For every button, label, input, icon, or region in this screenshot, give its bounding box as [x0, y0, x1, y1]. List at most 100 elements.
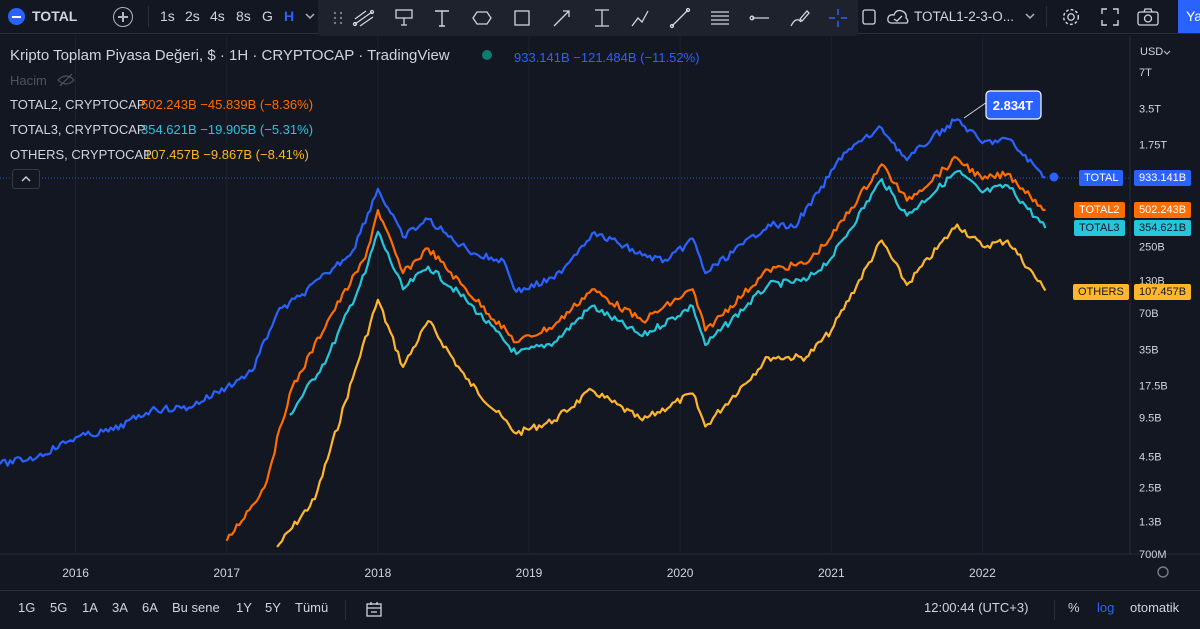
- range-6a[interactable]: 6A: [142, 600, 158, 615]
- toolbar-divider: [148, 6, 149, 27]
- time-scale-label: 2022: [969, 566, 996, 580]
- time-scale-label: 2017: [213, 566, 240, 580]
- legend-collapse-button[interactable]: [12, 169, 40, 189]
- legend-total3-values: 354.621B −19.905B (−5.31%): [141, 122, 314, 137]
- currency-label[interactable]: USD: [1140, 46, 1164, 58]
- series-line-total2[interactable]: [225, 155, 1046, 542]
- gear-settings[interactable]: [1157, 566, 1169, 578]
- fib-levels-icon[interactable]: [708, 6, 732, 30]
- chevron-down-icon[interactable]: [1163, 50, 1171, 56]
- price-scale[interactable]: 7T3.5T1.75T250B130B70B35B17.5B9.5B4.5B2.…: [1139, 67, 1168, 561]
- pitchfork-icon[interactable]: [352, 6, 376, 30]
- forecast-icon[interactable]: [628, 6, 652, 30]
- peak-callout-value: 2.834T: [993, 98, 1034, 113]
- compare-add-icon[interactable]: [113, 7, 133, 27]
- price-tag-others-value: 107.457B: [1134, 284, 1192, 300]
- market-status-icon[interactable]: [482, 50, 492, 60]
- chevron-down-icon[interactable]: [305, 13, 315, 21]
- series-line-total3[interactable]: [289, 169, 1047, 416]
- price-scale-label: 9.5B: [1139, 413, 1162, 425]
- legend-total2-name: TOTAL2, CRYPTOCAP: [10, 97, 146, 112]
- volume-label: Hacim: [10, 73, 47, 88]
- legend-total3-name: TOTAL3, CRYPTOCAP: [10, 122, 146, 137]
- log-scale-toggle[interactable]: log: [1097, 600, 1115, 615]
- price-scale-label: 1.3B: [1139, 517, 1162, 529]
- peak-callout: 2.834T: [963, 90, 1042, 120]
- range-1a[interactable]: 1A: [82, 600, 98, 615]
- range-5y[interactable]: 5Y: [265, 600, 281, 615]
- price-tag-total3-name: TOTAL3: [1074, 220, 1125, 236]
- chevron-up-icon: [21, 176, 31, 182]
- legend-others-values: 107.457B −9.867B (−8.41%): [144, 147, 309, 162]
- trend-arrow-icon[interactable]: [550, 6, 574, 30]
- brush-icon[interactable]: [392, 6, 416, 30]
- clock-timezone[interactable]: 12:00:44 (UTC+3): [924, 600, 1029, 615]
- price-tag-others-name: OTHERS: [1073, 284, 1129, 300]
- price-scale-label: 17.5B: [1139, 381, 1168, 393]
- layout-name[interactable]: TOTAL1-2-3-O...: [914, 9, 1015, 24]
- price-scale-label: 2.5B: [1139, 482, 1162, 494]
- time-scale-label: 2021: [818, 566, 845, 580]
- main-values: 933.141B −121.484B (−11.52%): [514, 50, 700, 65]
- price-tag-total3-value: 354.621B: [1134, 220, 1192, 236]
- rectangle-icon[interactable]: [510, 6, 534, 30]
- interval-4s[interactable]: 4s: [210, 8, 225, 24]
- interval-g[interactable]: G: [262, 8, 273, 24]
- range-ytd[interactable]: Bu sene: [172, 600, 220, 615]
- publish-button[interactable]: Ya: [1178, 0, 1200, 33]
- crosshair-icon[interactable]: [826, 6, 850, 30]
- interval-h-active[interactable]: H: [284, 8, 295, 24]
- toolbar-divider: [1046, 6, 1047, 27]
- trend-line-icon[interactable]: [668, 6, 692, 30]
- price-tag-total2-value: 502.243B: [1134, 202, 1192, 218]
- bottom-toolbar: 1G 5G 1A 3A 6A Bu sene 1Y 5Y Tümü 12:00:…: [0, 590, 1200, 629]
- price-scale-label: 70B: [1139, 308, 1159, 320]
- range-1y[interactable]: 1Y: [236, 600, 252, 615]
- ellipse-pattern-icon[interactable]: [470, 6, 494, 30]
- price-scale-label: 7T: [1139, 67, 1152, 79]
- range-5g[interactable]: 5G: [50, 600, 68, 615]
- interval-8s[interactable]: 8s: [236, 8, 251, 24]
- scale-settings-icon[interactable]: [1157, 566, 1169, 578]
- cloud-save-icon[interactable]: [886, 7, 910, 27]
- camera-icon[interactable]: [1136, 7, 1160, 27]
- series-layer: [0, 118, 1047, 548]
- percent-scale-toggle[interactable]: %: [1068, 600, 1080, 615]
- symbol-logo-icon: [8, 8, 25, 25]
- object-tree-icon[interactable]: [862, 9, 876, 25]
- legend-total2-values: 502.243B −45.839B (−8.36%): [141, 97, 314, 112]
- price-scale-label: 700M: [1139, 549, 1167, 561]
- pencil-icon[interactable]: [788, 6, 812, 30]
- gear-icon[interactable]: [1060, 6, 1082, 28]
- goto-date-icon[interactable]: [365, 600, 383, 618]
- drawing-toolbar: [318, 0, 858, 36]
- chart-area[interactable]: 7T3.5T1.75T250B130B70B35B17.5B9.5B4.5B2.…: [0, 36, 1200, 590]
- range-all[interactable]: Tümü: [295, 600, 329, 615]
- series-line-total[interactable]: [0, 118, 1046, 467]
- toolbar-divider: [345, 600, 346, 620]
- text-tool-icon[interactable]: [430, 6, 454, 30]
- price-scale-label: 3.5T: [1139, 103, 1161, 115]
- drag-handle-icon[interactable]: [326, 6, 350, 30]
- horizontal-ray-icon[interactable]: [748, 6, 772, 30]
- auto-scale-toggle[interactable]: otomatik: [1130, 600, 1180, 615]
- price-scale-label: 4.5B: [1139, 452, 1162, 464]
- range-3a[interactable]: 3A: [112, 600, 128, 615]
- price-range-icon[interactable]: [590, 6, 614, 30]
- interval-2s[interactable]: 2s: [185, 8, 200, 24]
- top-toolbar: TOTAL 1s 2s 4s 8s G H TOTAL1-2-3-O... Ya: [0, 0, 1200, 36]
- price-tag-total-value: 933.141B: [1134, 170, 1192, 186]
- time-scale-label: 2016: [62, 566, 89, 580]
- price-tag-total2-name: TOTAL2: [1074, 202, 1125, 218]
- eye-hidden-icon[interactable]: [57, 73, 75, 87]
- time-scale[interactable]: 2016 2017 2018 2019 2020 2021 2022: [62, 566, 996, 580]
- interval-1s[interactable]: 1s: [160, 8, 175, 24]
- last-price-dot: [1049, 172, 1059, 182]
- symbol-search-button[interactable]: TOTAL: [32, 8, 78, 24]
- range-1g[interactable]: 1G: [18, 600, 36, 615]
- legend-others-name: OTHERS, CRYPTOCAP: [10, 147, 152, 162]
- price-scale-label: 1.75T: [1139, 140, 1167, 152]
- fullscreen-icon[interactable]: [1100, 7, 1120, 27]
- series-line-others[interactable]: [276, 223, 1047, 548]
- chevron-down-icon[interactable]: [1025, 13, 1035, 21]
